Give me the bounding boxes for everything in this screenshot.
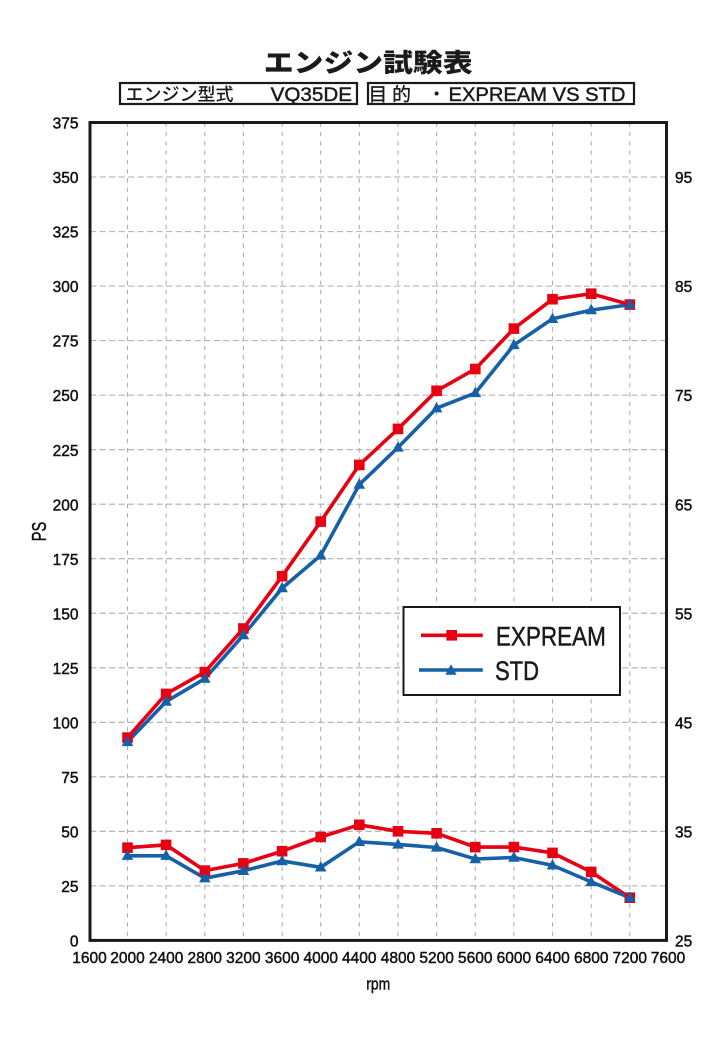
- svg-text:0: 0: [70, 934, 79, 951]
- svg-text:75: 75: [675, 388, 692, 405]
- svg-text:VQ35DE: VQ35DE: [271, 84, 353, 106]
- svg-text:95: 95: [675, 170, 692, 187]
- svg-text:375: 375: [53, 116, 79, 133]
- svg-text:300: 300: [53, 279, 79, 296]
- svg-text:7600: 7600: [651, 950, 686, 967]
- svg-text:45: 45: [675, 715, 692, 732]
- svg-text:6400: 6400: [535, 950, 570, 967]
- svg-text:6000: 6000: [497, 950, 532, 967]
- svg-text:85: 85: [675, 279, 692, 296]
- svg-text:75: 75: [61, 770, 78, 787]
- svg-text:4000: 4000: [303, 950, 338, 967]
- svg-text:6800: 6800: [574, 950, 609, 967]
- svg-text:2800: 2800: [188, 950, 223, 967]
- svg-text:175: 175: [53, 552, 79, 569]
- svg-text:225: 225: [53, 443, 79, 460]
- svg-text:2400: 2400: [149, 950, 184, 967]
- svg-text:65: 65: [675, 497, 692, 514]
- svg-text:3600: 3600: [265, 950, 300, 967]
- svg-text:5200: 5200: [419, 950, 454, 967]
- svg-text:5600: 5600: [458, 950, 493, 967]
- svg-text:4400: 4400: [342, 950, 377, 967]
- svg-text:EXPREAM: EXPREAM: [496, 621, 606, 651]
- svg-text:25: 25: [61, 879, 78, 896]
- svg-text:55: 55: [675, 606, 692, 623]
- svg-text:325: 325: [53, 225, 79, 242]
- svg-text:1600: 1600: [72, 950, 107, 967]
- svg-text:PS: PS: [29, 522, 51, 542]
- svg-text:200: 200: [53, 497, 79, 514]
- svg-text:2000: 2000: [110, 950, 145, 967]
- svg-text:7200: 7200: [613, 950, 648, 967]
- svg-text:4800: 4800: [381, 950, 416, 967]
- svg-text:STD: STD: [495, 656, 539, 686]
- svg-text:25: 25: [675, 934, 692, 951]
- svg-text:50: 50: [61, 824, 79, 841]
- svg-text:150: 150: [53, 606, 79, 623]
- svg-text:350: 350: [53, 170, 79, 187]
- svg-text:100: 100: [53, 715, 79, 732]
- svg-text:35: 35: [675, 824, 692, 841]
- svg-text:rpm: rpm: [366, 976, 390, 994]
- svg-text:3200: 3200: [226, 950, 261, 967]
- svg-text:275: 275: [53, 334, 79, 351]
- svg-text:250: 250: [53, 388, 79, 405]
- svg-text:EXPREAM VS STD: EXPREAM VS STD: [449, 84, 626, 106]
- svg-text:125: 125: [53, 661, 79, 678]
